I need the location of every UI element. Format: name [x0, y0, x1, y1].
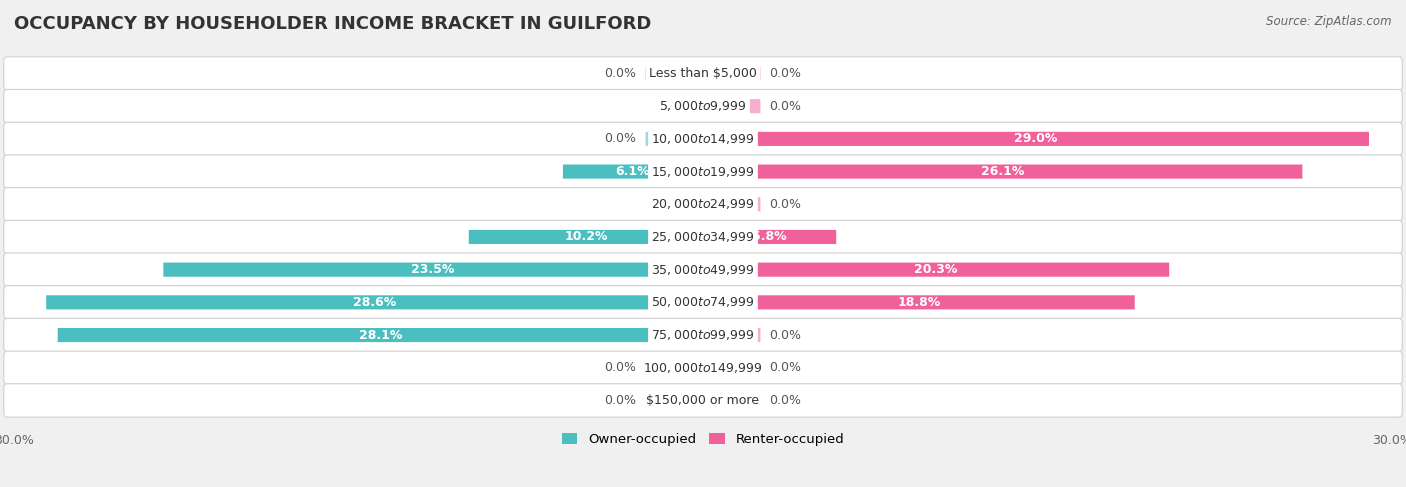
Text: 0.0%: 0.0% [769, 198, 801, 211]
Text: $20,000 to $24,999: $20,000 to $24,999 [651, 197, 755, 211]
FancyBboxPatch shape [562, 165, 703, 179]
FancyBboxPatch shape [703, 393, 761, 408]
FancyBboxPatch shape [46, 295, 703, 309]
FancyBboxPatch shape [4, 90, 1402, 123]
Text: 0.0%: 0.0% [769, 329, 801, 341]
FancyBboxPatch shape [703, 165, 1302, 179]
FancyBboxPatch shape [468, 230, 703, 244]
FancyBboxPatch shape [645, 66, 703, 80]
FancyBboxPatch shape [703, 262, 1170, 277]
Legend: Owner-occupied, Renter-occupied: Owner-occupied, Renter-occupied [557, 428, 849, 451]
FancyBboxPatch shape [4, 384, 1402, 417]
Text: $50,000 to $74,999: $50,000 to $74,999 [651, 295, 755, 309]
Text: 29.0%: 29.0% [1014, 132, 1057, 146]
FancyBboxPatch shape [703, 295, 1135, 309]
Text: $150,000 or more: $150,000 or more [647, 394, 759, 407]
Text: $15,000 to $19,999: $15,000 to $19,999 [651, 165, 755, 179]
FancyBboxPatch shape [657, 99, 703, 113]
FancyBboxPatch shape [4, 351, 1402, 384]
Text: 0.0%: 0.0% [605, 67, 637, 80]
Text: $100,000 to $149,999: $100,000 to $149,999 [644, 361, 762, 375]
FancyBboxPatch shape [58, 328, 703, 342]
FancyBboxPatch shape [4, 286, 1402, 319]
Text: Source: ZipAtlas.com: Source: ZipAtlas.com [1267, 15, 1392, 28]
FancyBboxPatch shape [703, 99, 761, 113]
Text: 20.3%: 20.3% [914, 263, 957, 276]
Text: OCCUPANCY BY HOUSEHOLDER INCOME BRACKET IN GUILFORD: OCCUPANCY BY HOUSEHOLDER INCOME BRACKET … [14, 15, 651, 33]
Text: 0.0%: 0.0% [769, 361, 801, 374]
FancyBboxPatch shape [703, 328, 761, 342]
Text: 2.0%: 2.0% [662, 100, 697, 112]
Text: Less than $5,000: Less than $5,000 [650, 67, 756, 80]
Text: 0.0%: 0.0% [769, 394, 801, 407]
FancyBboxPatch shape [703, 230, 837, 244]
FancyBboxPatch shape [4, 155, 1402, 188]
Text: 18.8%: 18.8% [897, 296, 941, 309]
FancyBboxPatch shape [4, 220, 1402, 254]
Text: 0.0%: 0.0% [769, 67, 801, 80]
FancyBboxPatch shape [645, 132, 703, 146]
FancyBboxPatch shape [669, 197, 703, 211]
Text: $75,000 to $99,999: $75,000 to $99,999 [651, 328, 755, 342]
Text: 28.1%: 28.1% [359, 329, 402, 341]
Text: $5,000 to $9,999: $5,000 to $9,999 [659, 99, 747, 113]
FancyBboxPatch shape [163, 262, 703, 277]
Text: 23.5%: 23.5% [412, 263, 456, 276]
FancyBboxPatch shape [703, 66, 761, 80]
Text: 26.1%: 26.1% [981, 165, 1025, 178]
FancyBboxPatch shape [4, 253, 1402, 286]
Text: 1.5%: 1.5% [668, 198, 703, 211]
FancyBboxPatch shape [4, 318, 1402, 352]
Text: $25,000 to $34,999: $25,000 to $34,999 [651, 230, 755, 244]
Text: $10,000 to $14,999: $10,000 to $14,999 [651, 132, 755, 146]
Text: 5.8%: 5.8% [752, 230, 787, 244]
FancyBboxPatch shape [703, 197, 761, 211]
FancyBboxPatch shape [645, 393, 703, 408]
Text: 28.6%: 28.6% [353, 296, 396, 309]
FancyBboxPatch shape [645, 361, 703, 375]
Text: $35,000 to $49,999: $35,000 to $49,999 [651, 262, 755, 277]
FancyBboxPatch shape [4, 122, 1402, 155]
FancyBboxPatch shape [703, 361, 761, 375]
Text: 0.0%: 0.0% [605, 132, 637, 146]
Text: 0.0%: 0.0% [769, 100, 801, 112]
Text: 6.1%: 6.1% [616, 165, 650, 178]
FancyBboxPatch shape [703, 132, 1369, 146]
Text: 0.0%: 0.0% [605, 394, 637, 407]
Text: 0.0%: 0.0% [605, 361, 637, 374]
FancyBboxPatch shape [4, 187, 1402, 221]
Text: 10.2%: 10.2% [564, 230, 607, 244]
FancyBboxPatch shape [4, 57, 1402, 90]
